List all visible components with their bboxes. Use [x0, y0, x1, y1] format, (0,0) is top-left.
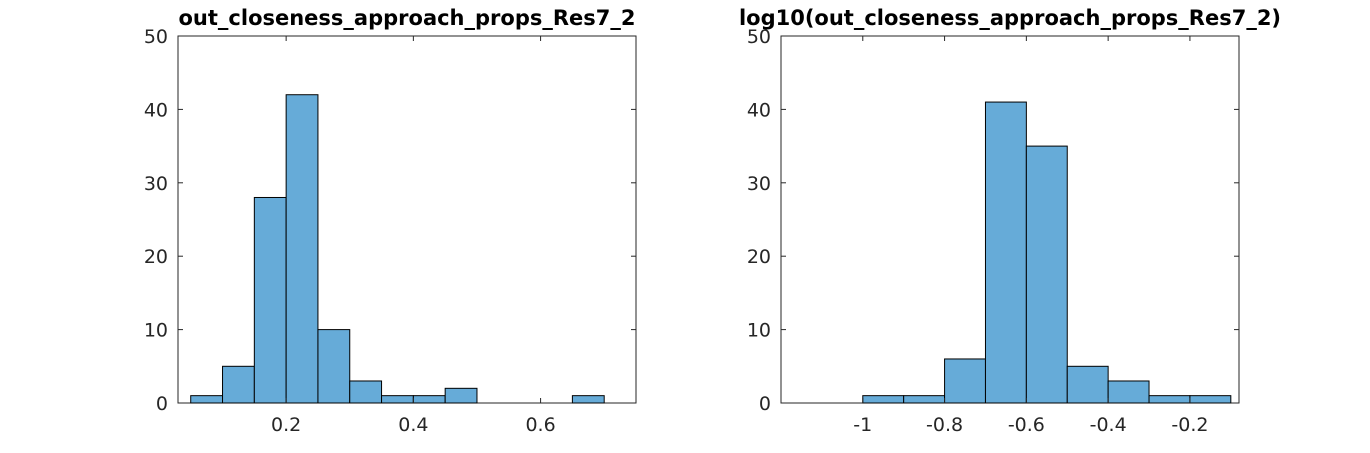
y-tick-label: 40 [144, 99, 168, 121]
histogram-bar [349, 380, 383, 404]
y-tick-label: 30 [144, 173, 168, 195]
histogram-bar [412, 395, 446, 404]
y-tick-label: 20 [144, 246, 168, 268]
y-tick-label: 30 [747, 173, 771, 195]
histogram-bar [1107, 380, 1150, 404]
chart-title: log10(out_closeness_approach_props_Res7_… [739, 6, 1281, 30]
histogram-bar [381, 395, 414, 404]
y-tick-label: 40 [747, 99, 771, 121]
histogram-linear: 0 10 20 30 40 50 0.2 0.4 0.6 out_closeness_approa… [144, 6, 637, 436]
histogram-bar [903, 395, 946, 404]
chart-title: out_closeness_approach_props_Res7_2 [179, 6, 636, 30]
x-tick-label: -0.8 [926, 414, 963, 436]
x-tick-label: -0.6 [1008, 414, 1045, 436]
x-tick-label: 0.2 [271, 414, 301, 436]
x-tick-label: -1 [853, 414, 872, 436]
y-tick-label: 10 [747, 320, 771, 342]
histogram-bar [285, 94, 319, 404]
y-tick-label: 50 [144, 26, 168, 48]
histogram-bar [1189, 395, 1232, 404]
histogram-bar [1025, 145, 1068, 404]
histogram-bar [190, 395, 224, 404]
y-tick-label: 20 [747, 246, 771, 268]
histogram-bar [984, 101, 1027, 404]
y-tick-label: 0 [156, 393, 168, 415]
x-tick-label: 0.4 [398, 414, 428, 436]
histogram-bar [862, 395, 905, 404]
y-tick-label: 50 [747, 26, 771, 48]
histogram-bar [1148, 395, 1191, 404]
histogram-bar [1066, 365, 1109, 404]
plot-area [177, 35, 637, 404]
y-tick-label: 0 [759, 393, 771, 415]
x-tick-label: 0.6 [525, 414, 555, 436]
x-tick-label: -0.2 [1171, 414, 1208, 436]
histogram-bar [253, 196, 287, 404]
x-tick-label: -0.4 [1090, 414, 1127, 436]
histogram-bar [222, 365, 255, 404]
histogram-bar [571, 395, 605, 404]
histogram-bar [944, 358, 986, 404]
histogram-bar [444, 387, 478, 404]
histogram-log10: 0 10 20 30 40 50 -1 -0.8 -0.6 -0.4 -0.2 log10(out_c… [739, 6, 1281, 436]
y-tick-label: 10 [144, 320, 168, 342]
histogram-bar [317, 329, 351, 404]
